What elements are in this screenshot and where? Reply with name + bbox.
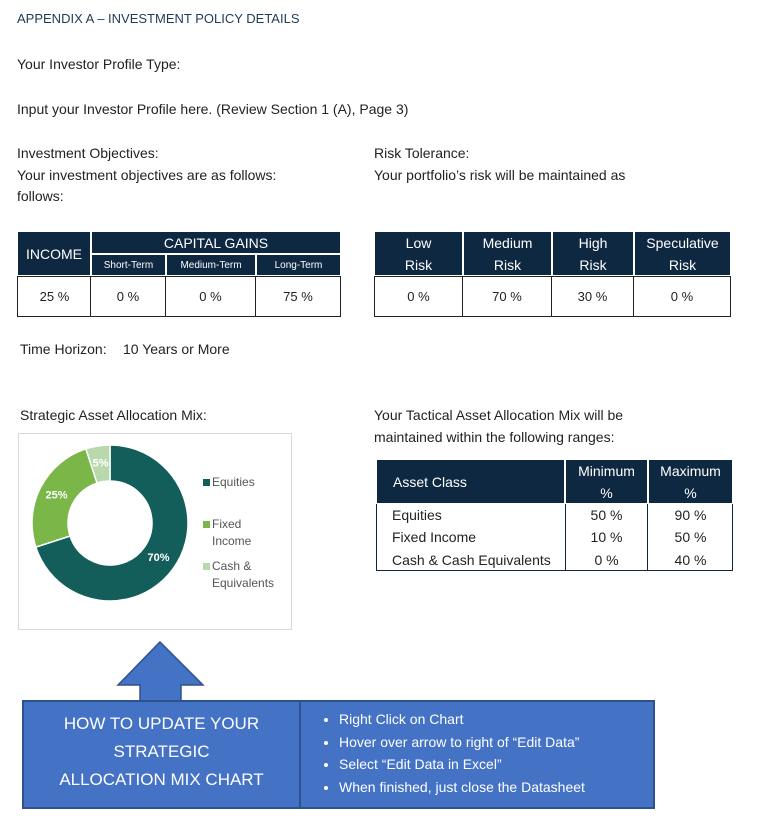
time-horizon-value: 10 Years or More bbox=[123, 341, 230, 357]
step: Hover over arrow to right of “Edit Data” bbox=[339, 731, 653, 754]
cell-text: 0 % bbox=[670, 289, 694, 304]
cell-text: 30 % bbox=[577, 289, 608, 304]
objectives-text: follows: bbox=[17, 188, 64, 204]
legend-swatch bbox=[203, 521, 210, 528]
table-cell: Low Risk bbox=[374, 231, 463, 276]
howto-title-line: HOW TO UPDATE YOUR bbox=[63, 714, 260, 733]
profile-label: Your Investor Profile Type: bbox=[17, 56, 181, 72]
table-cell: Cash & Cash Equivalents bbox=[376, 549, 565, 571]
profile-input: Input your Investor Profile here. (Revie… bbox=[17, 101, 409, 117]
table-cell: INCOME bbox=[17, 231, 91, 276]
table-cell: 25 % bbox=[17, 276, 92, 317]
cell-text: Equities bbox=[392, 507, 442, 524]
cell-text: Medium Risk bbox=[482, 234, 533, 273]
legend-swatch bbox=[203, 479, 210, 486]
table-cell: Short-Term bbox=[91, 254, 166, 276]
cell-text: Long-Term bbox=[274, 259, 323, 271]
table-cell: 40 % bbox=[648, 549, 733, 571]
cell-text: Maximum % bbox=[660, 462, 721, 501]
cell-text: 0 % bbox=[199, 289, 222, 304]
slice-label: 70% bbox=[148, 552, 170, 564]
legend-label: Fixed Income bbox=[212, 517, 252, 548]
table-cell: 0 % bbox=[565, 548, 648, 571]
howto-title: HOW TO UPDATE YOUR STRATEGIC ALLOCATION … bbox=[24, 702, 299, 794]
table-cell: 0 % bbox=[165, 276, 256, 317]
table-cell: 75 % bbox=[255, 276, 341, 317]
cell-text: 0 % bbox=[116, 289, 140, 304]
cell-text: Minimum % bbox=[578, 462, 635, 501]
cell-text: Medium-Term bbox=[180, 259, 242, 271]
table-cell: Minimum % bbox=[565, 459, 648, 504]
slice-label: 5% bbox=[93, 458, 109, 470]
table-cell: 70 % bbox=[462, 276, 552, 317]
objectives-title: Investment Objectives: bbox=[17, 145, 159, 161]
howto-box: HOW TO UPDATE YOUR STRATEGIC ALLOCATION … bbox=[22, 700, 301, 809]
cell-text: Fixed Income bbox=[392, 529, 477, 546]
risk-title: Risk Tolerance: bbox=[374, 145, 470, 161]
table-cell: 0 % bbox=[374, 276, 463, 317]
chart: 70% 25% 5% bbox=[31, 444, 210, 602]
legend-label: Equities bbox=[212, 475, 255, 489]
cell-text: 0 % bbox=[594, 551, 619, 568]
tactical-text: Your Tactical Asset Allocation Mix will … bbox=[374, 407, 624, 423]
table-cell: 50 % bbox=[565, 504, 648, 527]
cell-text: 25 % bbox=[39, 289, 70, 304]
steps-list: Right Click on ChartHover over arrow to … bbox=[301, 708, 653, 798]
table-cell: Long-Term bbox=[256, 254, 341, 276]
risk-text: Your portfolio’s risk will be maintained… bbox=[374, 167, 626, 183]
cell-text: 50 % bbox=[590, 507, 623, 524]
table-cell: 0 % bbox=[90, 276, 166, 317]
table-cell: 50 % bbox=[648, 526, 733, 548]
cell-text: INCOME bbox=[26, 245, 82, 262]
table-cell: Equities bbox=[376, 504, 565, 526]
table-cell: Medium Risk bbox=[463, 231, 552, 276]
chart-frame bbox=[18, 433, 292, 630]
table-cell: CAPITAL GAINS bbox=[91, 231, 341, 254]
table-cell: High Risk bbox=[552, 231, 634, 276]
slice bbox=[34, 444, 189, 602]
cell-text: 75 % bbox=[283, 289, 313, 304]
cell-text: CAPITAL GAINS bbox=[163, 234, 269, 251]
cell-text: 50 % bbox=[674, 529, 707, 546]
step: When finished, just close the Datasheet bbox=[339, 776, 653, 799]
legend-label: Cash & Equivalents bbox=[212, 559, 275, 590]
slice-label: 25% bbox=[46, 490, 68, 502]
cell-text: Asset Class bbox=[393, 473, 467, 490]
cell-text: 10 % bbox=[590, 529, 623, 546]
cell-text: 70 % bbox=[492, 289, 522, 304]
howto-title-line: STRATEGIC bbox=[113, 742, 210, 761]
table-cell: 10 % bbox=[565, 526, 648, 549]
cell-text: High Risk bbox=[578, 234, 608, 273]
cell-text: Speculative Risk bbox=[646, 234, 719, 273]
cell-text: Low Risk bbox=[404, 234, 433, 273]
cell-text: Cash & Cash Equivalents bbox=[392, 551, 551, 568]
up-arrow bbox=[116, 640, 205, 702]
time-horizon-label: Time Horizon: bbox=[20, 341, 107, 357]
table-cell: Maximum % bbox=[648, 459, 733, 504]
howto-title-line: ALLOCATION MIX CHART bbox=[59, 770, 264, 789]
slice bbox=[84, 444, 111, 485]
table-cell: 90 % bbox=[648, 504, 733, 526]
table-cell: 30 % bbox=[551, 276, 634, 317]
steps-box: Right Click on ChartHover over arrow to … bbox=[299, 700, 655, 809]
step: Right Click on Chart bbox=[339, 708, 653, 731]
table-cell: 0 % bbox=[633, 276, 731, 317]
cell-text: Short-Term bbox=[103, 259, 154, 271]
table-cell: Medium-Term bbox=[166, 254, 256, 276]
table-cell: Asset Class bbox=[376, 459, 565, 504]
step: Select “Edit Data in Excel” bbox=[339, 753, 653, 776]
legend-swatch bbox=[203, 563, 210, 570]
objectives-text: Your investment objectives are as follow… bbox=[17, 167, 277, 183]
table-cell: Fixed Income bbox=[376, 526, 565, 548]
title: APPENDIX A – INVESTMENT POLICY DETAILS bbox=[17, 11, 300, 26]
tactical-text: maintained within the following ranges: bbox=[374, 429, 615, 445]
cell-text: 90 % bbox=[674, 507, 707, 524]
cell-text: 0 % bbox=[407, 289, 430, 304]
cell-text: 40 % bbox=[674, 551, 707, 568]
table-cell: Speculative Risk bbox=[634, 231, 731, 276]
strategic-title: Strategic Asset Allocation Mix: bbox=[20, 407, 207, 423]
